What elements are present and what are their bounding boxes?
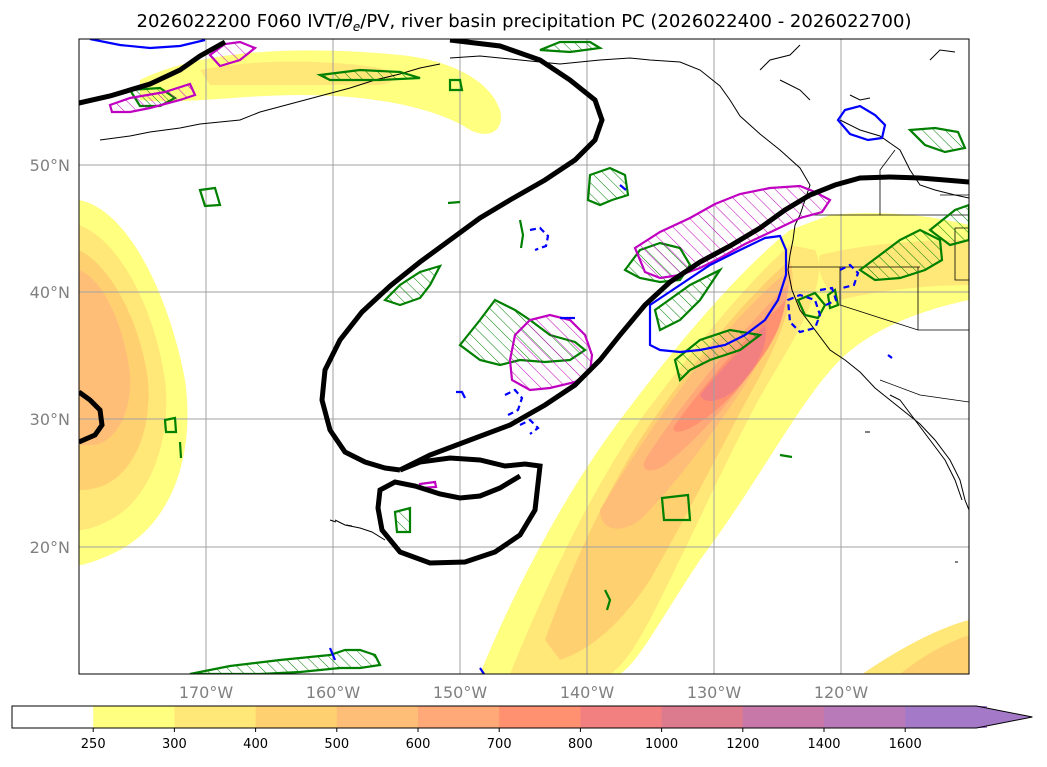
colorbar-tick-label: 1600 [889,737,922,752]
colorbar-segment [12,706,94,728]
colorbar-tick-label: 1000 [645,737,678,752]
latitude-labels: 50°N 40°N 30°N 20°N [30,156,70,557]
ivt-shading-atmospheric-river [480,213,969,674]
colorbar-tick-label: 700 [487,737,512,752]
colorbar-segment [174,706,257,728]
lon-label: 120°W [814,683,869,702]
pv-contours [79,39,969,566]
colorbar-segment [418,706,500,728]
figure-title: 2026022200 F060 IVT/θe/PV, river basin p… [137,11,912,34]
colorbar-tick-label: 1400 [807,737,840,752]
colorbar-segment [93,706,175,728]
lon-label: 140°W [560,683,615,702]
colorbar-segment [742,706,825,728]
colorbar-segment [255,706,338,728]
colorbar-tick-label: 300 [162,737,187,752]
magenta-contours [108,40,832,490]
lat-label: 40°N [30,283,70,302]
colorbar-tick-label: 250 [81,737,106,752]
colorbar-extend-arrow [905,706,1033,728]
colorbar-tick-label: 1200 [726,737,759,752]
lon-label: 170°W [179,683,234,702]
colorbar-segment [336,706,419,728]
lon-label: 150°W [433,683,488,702]
colorbar-segment [499,706,581,728]
blue-contours [89,39,893,674]
lat-label: 20°N [30,538,70,557]
map-panel [78,38,970,675]
colorbar-tick-label: 600 [406,737,431,752]
lon-label: 130°W [687,683,742,702]
islands [329,44,958,563]
lon-label: 160°W [306,683,361,702]
colorbar-segment [661,706,744,728]
colorbar-tick-label: 500 [324,737,349,752]
lat-label: 50°N [30,156,70,175]
longitude-labels: 170°W 160°W 150°W 140°W 130°W 120°W [179,683,869,702]
lat-label: 30°N [30,410,70,429]
colorbar-outline [11,705,1033,729]
colorbar-segment [824,706,906,728]
colorbar-segment [580,706,663,728]
colorbar-tick-label: 400 [243,737,268,752]
ivt-colorbar: 250 300 400 500 600 700 800 1000 1200 1400 1600 [11,705,1033,752]
colorbar-tick-label: 800 [568,737,593,752]
